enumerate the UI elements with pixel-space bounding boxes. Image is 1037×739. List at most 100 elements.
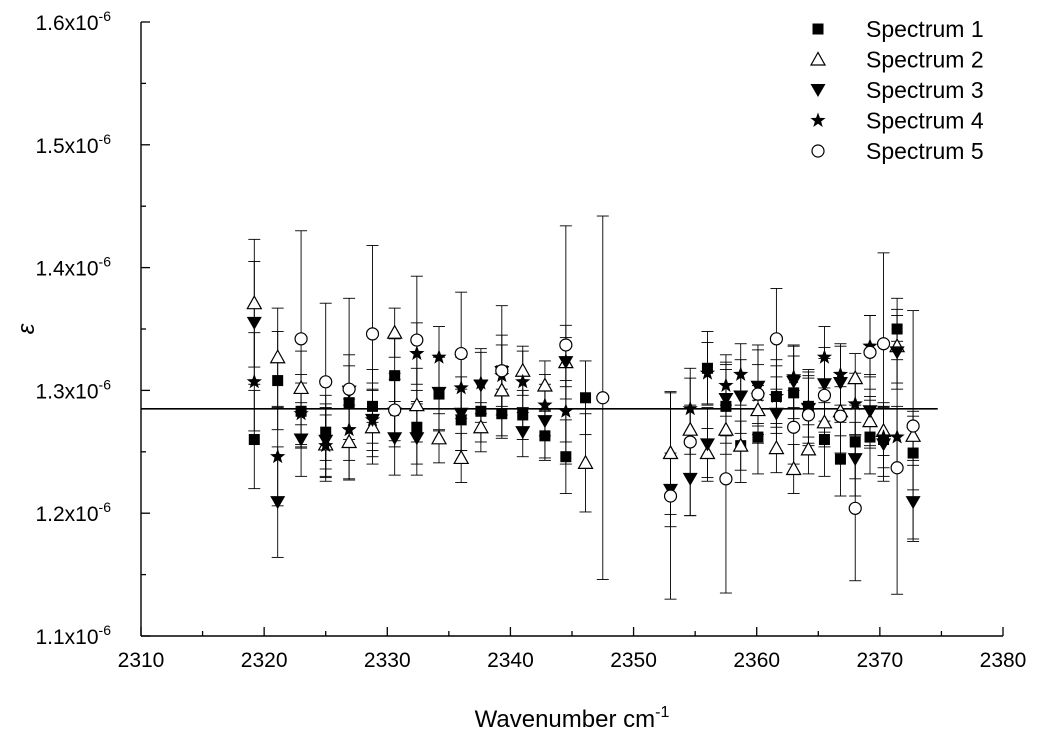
data-point: [800, 441, 817, 456]
data-point: [832, 377, 848, 391]
data-point: [431, 386, 447, 400]
data-point: [454, 346, 468, 361]
data-point: [558, 356, 574, 370]
legend-marker-4: [810, 112, 826, 127]
data-point: [387, 432, 403, 446]
data-point: [875, 429, 892, 444]
data-point: [411, 421, 423, 433]
data-point: [319, 375, 333, 389]
data-point: [453, 379, 469, 395]
x-tick-label: 2320: [241, 649, 288, 672]
data-point: [577, 454, 594, 469]
data-point: [699, 444, 716, 460]
y-tick-label: 1.2x10-6: [35, 499, 111, 526]
data-point: [270, 448, 286, 464]
data-point: [891, 323, 903, 335]
data-point: [293, 405, 309, 421]
data-point: [848, 501, 862, 515]
data-point: [246, 373, 262, 389]
x-tick-label: 2370: [856, 649, 903, 672]
data-point: [293, 379, 310, 395]
x-tick-label: 2350: [610, 649, 657, 672]
x-tick-label: 2340: [487, 649, 534, 672]
data-point: [889, 346, 905, 360]
data-point: [517, 409, 529, 421]
data-point: [718, 377, 734, 392]
legend-label-1: Spectrum 1: [866, 16, 984, 42]
data-point: [246, 294, 263, 310]
data-point: [788, 387, 800, 399]
data-point: [769, 332, 784, 346]
data-point: [493, 382, 510, 397]
data-point: [749, 401, 766, 417]
data-point: [861, 412, 879, 428]
data-point: [906, 419, 920, 433]
y-tick-label: 1.1x10-6: [35, 622, 111, 649]
data-point: [817, 388, 832, 402]
legend-marker-5: [811, 144, 825, 158]
data-point: [816, 378, 832, 392]
data-point: [515, 426, 531, 440]
data-point: [720, 400, 732, 412]
data-point: [596, 391, 610, 405]
data-point: [580, 392, 592, 404]
y-tick-label: 1.6x10-6: [35, 8, 111, 35]
data-point: [294, 332, 308, 346]
data-point: [536, 377, 553, 392]
data-point: [833, 409, 848, 423]
y-tick-label: 1.3x10-6: [35, 376, 111, 403]
data-point: [269, 349, 286, 364]
legend: Spectrum 1 Spectrum 2 Spectrum 3 Spectrum 4…: [809, 16, 984, 164]
data-point: [430, 430, 448, 445]
data-point: [768, 388, 785, 404]
data-point: [559, 338, 573, 352]
data-point: [343, 397, 355, 409]
data-point: [453, 449, 470, 465]
y-tick-label: 1.4x10-6: [35, 254, 111, 281]
data-point: [733, 390, 749, 404]
data-point: [699, 365, 716, 380]
x-axis: 2310 2320 2330 2340 2350 2360 2370 2380: [118, 627, 1026, 672]
legend-marker-1: [812, 23, 824, 35]
data-point: [409, 432, 425, 446]
data-point: [341, 433, 358, 449]
data-point: [248, 434, 260, 446]
data-point: [699, 438, 715, 452]
data-point: [386, 324, 403, 339]
data-point: [816, 414, 833, 429]
data-point: [475, 405, 487, 417]
x-axis-label-text: Wavenumber cm: [475, 706, 656, 733]
data-point: [388, 403, 402, 417]
data-point: [539, 430, 551, 442]
data-point: [816, 349, 833, 364]
data-point: [751, 387, 765, 401]
legend-label-4: Spectrum 4: [866, 108, 984, 134]
data-point: [905, 427, 922, 442]
data-point: [367, 400, 379, 412]
data-point: [733, 366, 749, 381]
data-point: [750, 380, 766, 394]
data-point: [786, 375, 802, 389]
y-tick-label: 1.5x10-6: [35, 131, 111, 158]
data-point: [787, 420, 801, 434]
data-point: [718, 392, 734, 406]
data-point: [719, 472, 733, 486]
data-point: [246, 316, 262, 330]
data-point: [472, 419, 489, 434]
data-point: [408, 396, 425, 412]
data-point: [341, 421, 357, 437]
data-point: [389, 370, 401, 382]
legend-marker-2: [809, 51, 827, 66]
data-point: [786, 368, 802, 384]
series-2-points: [246, 294, 922, 476]
data-point: [818, 434, 830, 446]
data-point: [364, 411, 381, 427]
data-point: [832, 366, 849, 381]
data-point: [862, 405, 878, 419]
x-tick-label: 2360: [733, 649, 780, 672]
data-point: [410, 333, 424, 347]
data-point: [801, 408, 816, 422]
data-point: [732, 437, 749, 452]
data-point: [889, 429, 905, 444]
data-point: [293, 433, 309, 447]
